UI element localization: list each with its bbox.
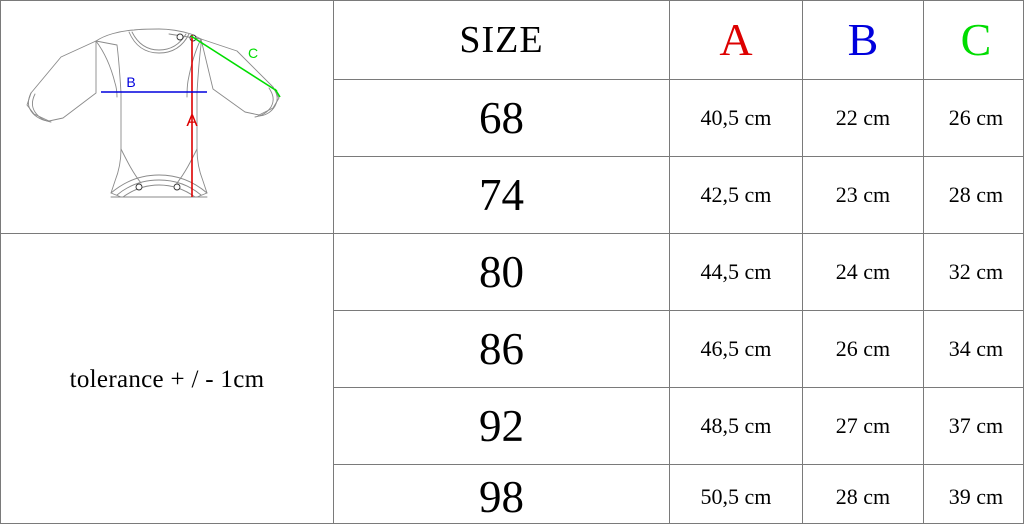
- cell-c: 34 cm: [923, 310, 1023, 388]
- right-cuff-line-1: [257, 86, 278, 117]
- bodysuit-torso: [95, 28, 208, 198]
- cell-size: 98: [334, 464, 670, 523]
- header-b: B: [802, 1, 924, 80]
- shoulder-snap-1: [176, 33, 184, 41]
- garment-illustration-panel: A B C: [1, 1, 334, 234]
- cell-a: 50,5 cm: [669, 464, 803, 523]
- measurements-table: SIZE A B C 68 40,5 cm 22 cm 26 cm 74 42,…: [334, 1, 1023, 523]
- table-row: 68 40,5 cm 22 cm 26 cm: [334, 79, 1023, 157]
- cell-b: 23 cm: [802, 156, 924, 234]
- left-armhole-seam: [95, 40, 118, 98]
- cell-size: 86: [334, 310, 670, 388]
- cell-c: 26 cm: [923, 79, 1023, 157]
- crotch-snaps: [135, 183, 181, 191]
- table-row: 86 46,5 cm 26 cm 34 cm: [334, 310, 1023, 388]
- table-row: 74 42,5 cm 23 cm 28 cm: [334, 156, 1023, 234]
- crotch-snap-2: [173, 183, 181, 191]
- tolerance-note: tolerance + / - 1cm: [69, 365, 265, 393]
- cell-b: 27 cm: [802, 387, 924, 465]
- right-cuff-line-2: [254, 87, 274, 118]
- cell-b: 22 cm: [802, 79, 924, 157]
- cell-size: 74: [334, 156, 670, 234]
- neckline-inner: [131, 31, 187, 51]
- leg-opening-curve-2: [116, 179, 202, 196]
- tolerance-panel: tolerance + / - 1cm: [1, 234, 334, 523]
- header-a: A: [669, 1, 803, 80]
- measure-label-b: B: [126, 74, 135, 90]
- measure-line-c: [190, 35, 278, 92]
- cell-a: 40,5 cm: [669, 79, 803, 157]
- measure-line-c-tick: [274, 88, 281, 98]
- header-c: C: [923, 1, 1023, 80]
- cell-b: 24 cm: [802, 233, 924, 311]
- left-leg-seam-outer: [120, 148, 142, 184]
- cell-size: 68: [334, 79, 670, 157]
- cell-a: 46,5 cm: [669, 310, 803, 388]
- bodysuit-diagram: A B C: [26, 28, 281, 198]
- cell-c: 28 cm: [923, 156, 1023, 234]
- cell-size: 92: [334, 387, 670, 465]
- table-row: 80 44,5 cm 24 cm 32 cm: [334, 233, 1023, 311]
- measure-label-c: C: [248, 45, 258, 61]
- left-cuff-line-2: [31, 93, 52, 123]
- cell-a: 48,5 cm: [669, 387, 803, 465]
- cell-b: 26 cm: [802, 310, 924, 388]
- right-armhole-seam: [186, 38, 202, 98]
- table-row: 98 50,5 cm 28 cm 39 cm: [334, 464, 1023, 523]
- right-leg-seam-outer: [176, 148, 198, 184]
- table-row: 92 48,5 cm 27 cm 37 cm: [334, 387, 1023, 465]
- header-size: SIZE: [334, 1, 670, 80]
- table-header-row: SIZE A B C: [334, 1, 1023, 80]
- right-sleeve: [200, 38, 280, 116]
- leg-opening-curve-3: [122, 184, 196, 198]
- cell-a: 44,5 cm: [669, 233, 803, 311]
- cell-c: 37 cm: [923, 387, 1023, 465]
- left-sleeve: [26, 40, 97, 122]
- cell-a: 42,5 cm: [669, 156, 803, 234]
- cell-c: 39 cm: [948, 484, 1004, 510]
- measure-label-a: A: [186, 111, 198, 130]
- crotch-snap-1: [135, 183, 143, 191]
- cell-size: 80: [334, 233, 670, 311]
- neckline-outer: [128, 31, 190, 54]
- leg-opening-curve-1: [110, 174, 208, 194]
- cell-b: 28 cm: [802, 464, 924, 523]
- cell-c: 32 cm: [923, 233, 1023, 311]
